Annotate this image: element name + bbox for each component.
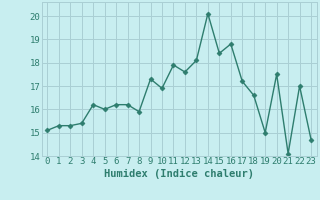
X-axis label: Humidex (Indice chaleur): Humidex (Indice chaleur) <box>104 169 254 179</box>
